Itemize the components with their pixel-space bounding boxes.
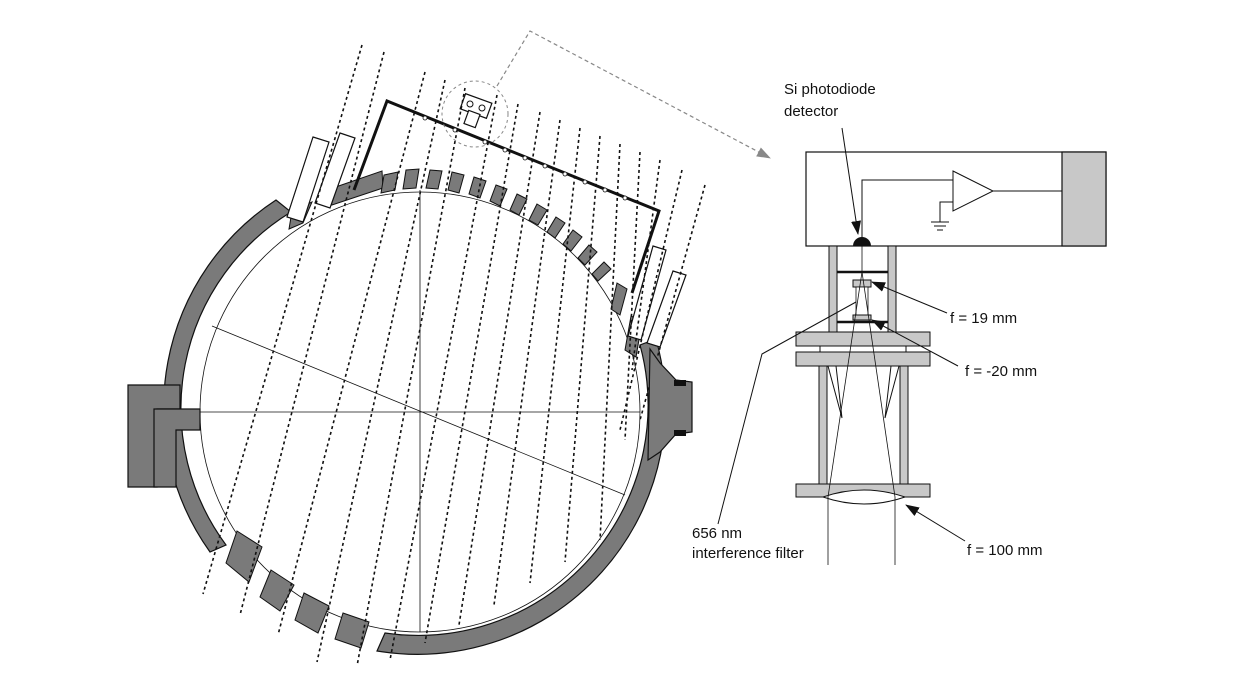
- port-tubes-left: [286, 132, 356, 223]
- lens-tube-lower: [795, 365, 931, 498]
- vessel-cross-section: [127, 44, 706, 667]
- sightlines: [202, 44, 706, 667]
- label-focal-19: f = 19 mm: [950, 310, 1018, 327]
- right-flange-tab-top: [674, 380, 686, 386]
- left-flange-port: [127, 384, 201, 488]
- detector-array-housing: [352, 99, 661, 294]
- baffles: [827, 365, 900, 419]
- lens-holders: [837, 270, 888, 324]
- electronics-connector: [1061, 151, 1107, 247]
- zoom-inset-circle: [441, 80, 509, 148]
- aperture-blocks: [380, 168, 643, 358]
- vessel-wall: [163, 191, 666, 655]
- label-focal-100: f = 100 mm: [967, 542, 1043, 559]
- right-flange-port: [647, 347, 693, 462]
- optical-rays: [827, 246, 896, 565]
- photodiode: [853, 237, 871, 246]
- lower-blocks: [225, 530, 370, 649]
- amplifier-circuit: [861, 170, 1062, 238]
- detector-module-icon: [459, 92, 493, 129]
- leader-f-20: [871, 319, 959, 367]
- leader-f19: [871, 281, 948, 314]
- detector-detail: [717, 127, 1107, 565]
- vessel-wall-main: [163, 199, 293, 553]
- port-tubes-right: [627, 245, 687, 348]
- objective-lens: [821, 489, 907, 505]
- tilted-axis-line: [211, 325, 626, 496]
- housing-nodes: [422, 115, 628, 201]
- label-detector-line2: detector: [784, 103, 839, 120]
- label-focal-neg20: f = -20 mm: [965, 363, 1038, 380]
- label-filter-line2: interference filter: [692, 545, 804, 562]
- leader-filter: [717, 301, 857, 525]
- right-flange-tab-bottom: [674, 430, 686, 436]
- zoom-guide-arrow: [496, 30, 771, 159]
- label-filter-line1: 656 nm: [692, 525, 743, 542]
- leader-detector: [841, 127, 862, 235]
- mounting-flange: [795, 331, 931, 367]
- leader-f100: [905, 504, 966, 542]
- label-detector-line1: Si photodiode: [784, 81, 876, 98]
